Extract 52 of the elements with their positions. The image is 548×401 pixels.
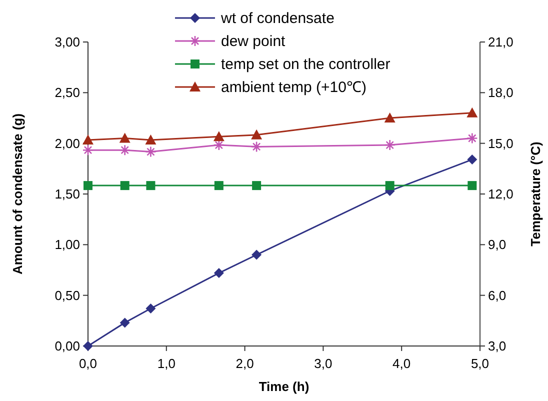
legend-label: temp set on the controller bbox=[221, 56, 390, 73]
point bbox=[82, 134, 94, 144]
y-tick-label: 0,00 bbox=[54, 338, 80, 354]
y-tick-label: 2,00 bbox=[54, 136, 80, 151]
point bbox=[119, 144, 130, 156]
y2-tick-label: 15,0 bbox=[488, 136, 514, 151]
point bbox=[214, 268, 224, 278]
point bbox=[120, 318, 130, 328]
y2-axis-title: Temperature (°C) bbox=[528, 142, 543, 246]
legend-label: ambient temp (+10℃) bbox=[221, 79, 366, 96]
legend-label: wt of condensate bbox=[220, 10, 334, 27]
y-tick-label: 3,00 bbox=[54, 34, 80, 50]
x-tick-label: 4,0 bbox=[392, 356, 411, 371]
point bbox=[385, 181, 394, 190]
point bbox=[467, 154, 478, 165]
point bbox=[146, 304, 156, 314]
x-tick-label: 2,0 bbox=[236, 356, 254, 371]
legend-label: dew point bbox=[221, 33, 286, 50]
y-tick-label: 1,00 bbox=[54, 237, 80, 252]
point bbox=[145, 134, 156, 144]
point bbox=[82, 144, 94, 156]
y2-tick-label: 12,0 bbox=[488, 186, 514, 202]
y2-tick-label: 3,0 bbox=[488, 338, 506, 354]
point bbox=[251, 129, 262, 140]
x-tick-label: 1,0 bbox=[157, 356, 176, 371]
x-tick-label: 0,0 bbox=[78, 356, 98, 371]
x-axis-title: Time (h) bbox=[258, 379, 310, 394]
y-axis-title: Amount of condensate (g) bbox=[10, 113, 25, 275]
y-tick-label: 2,50 bbox=[54, 85, 80, 100]
point bbox=[146, 181, 156, 190]
x-tick-label: 3,0 bbox=[314, 356, 332, 371]
y2-tick-label: 18,0 bbox=[488, 85, 514, 100]
point bbox=[466, 132, 478, 144]
point bbox=[250, 141, 262, 152]
y-tick-label: 1,50 bbox=[54, 186, 80, 202]
y2-tick-label: 6,0 bbox=[488, 288, 506, 303]
y-tick-label: 0,50 bbox=[54, 288, 80, 303]
point bbox=[384, 139, 396, 151]
point bbox=[466, 107, 478, 118]
point bbox=[252, 250, 262, 260]
point bbox=[213, 131, 224, 142]
y2-tick-label: 21,0 bbox=[488, 34, 514, 50]
point bbox=[468, 181, 477, 190]
point bbox=[145, 146, 156, 158]
point bbox=[84, 181, 92, 190]
point bbox=[252, 181, 262, 190]
point bbox=[119, 132, 130, 143]
x-tick-label: 5,0 bbox=[470, 356, 490, 371]
point bbox=[384, 112, 396, 122]
point bbox=[214, 181, 224, 190]
y2-tick-label: 9,0 bbox=[488, 237, 506, 252]
point bbox=[120, 181, 130, 190]
